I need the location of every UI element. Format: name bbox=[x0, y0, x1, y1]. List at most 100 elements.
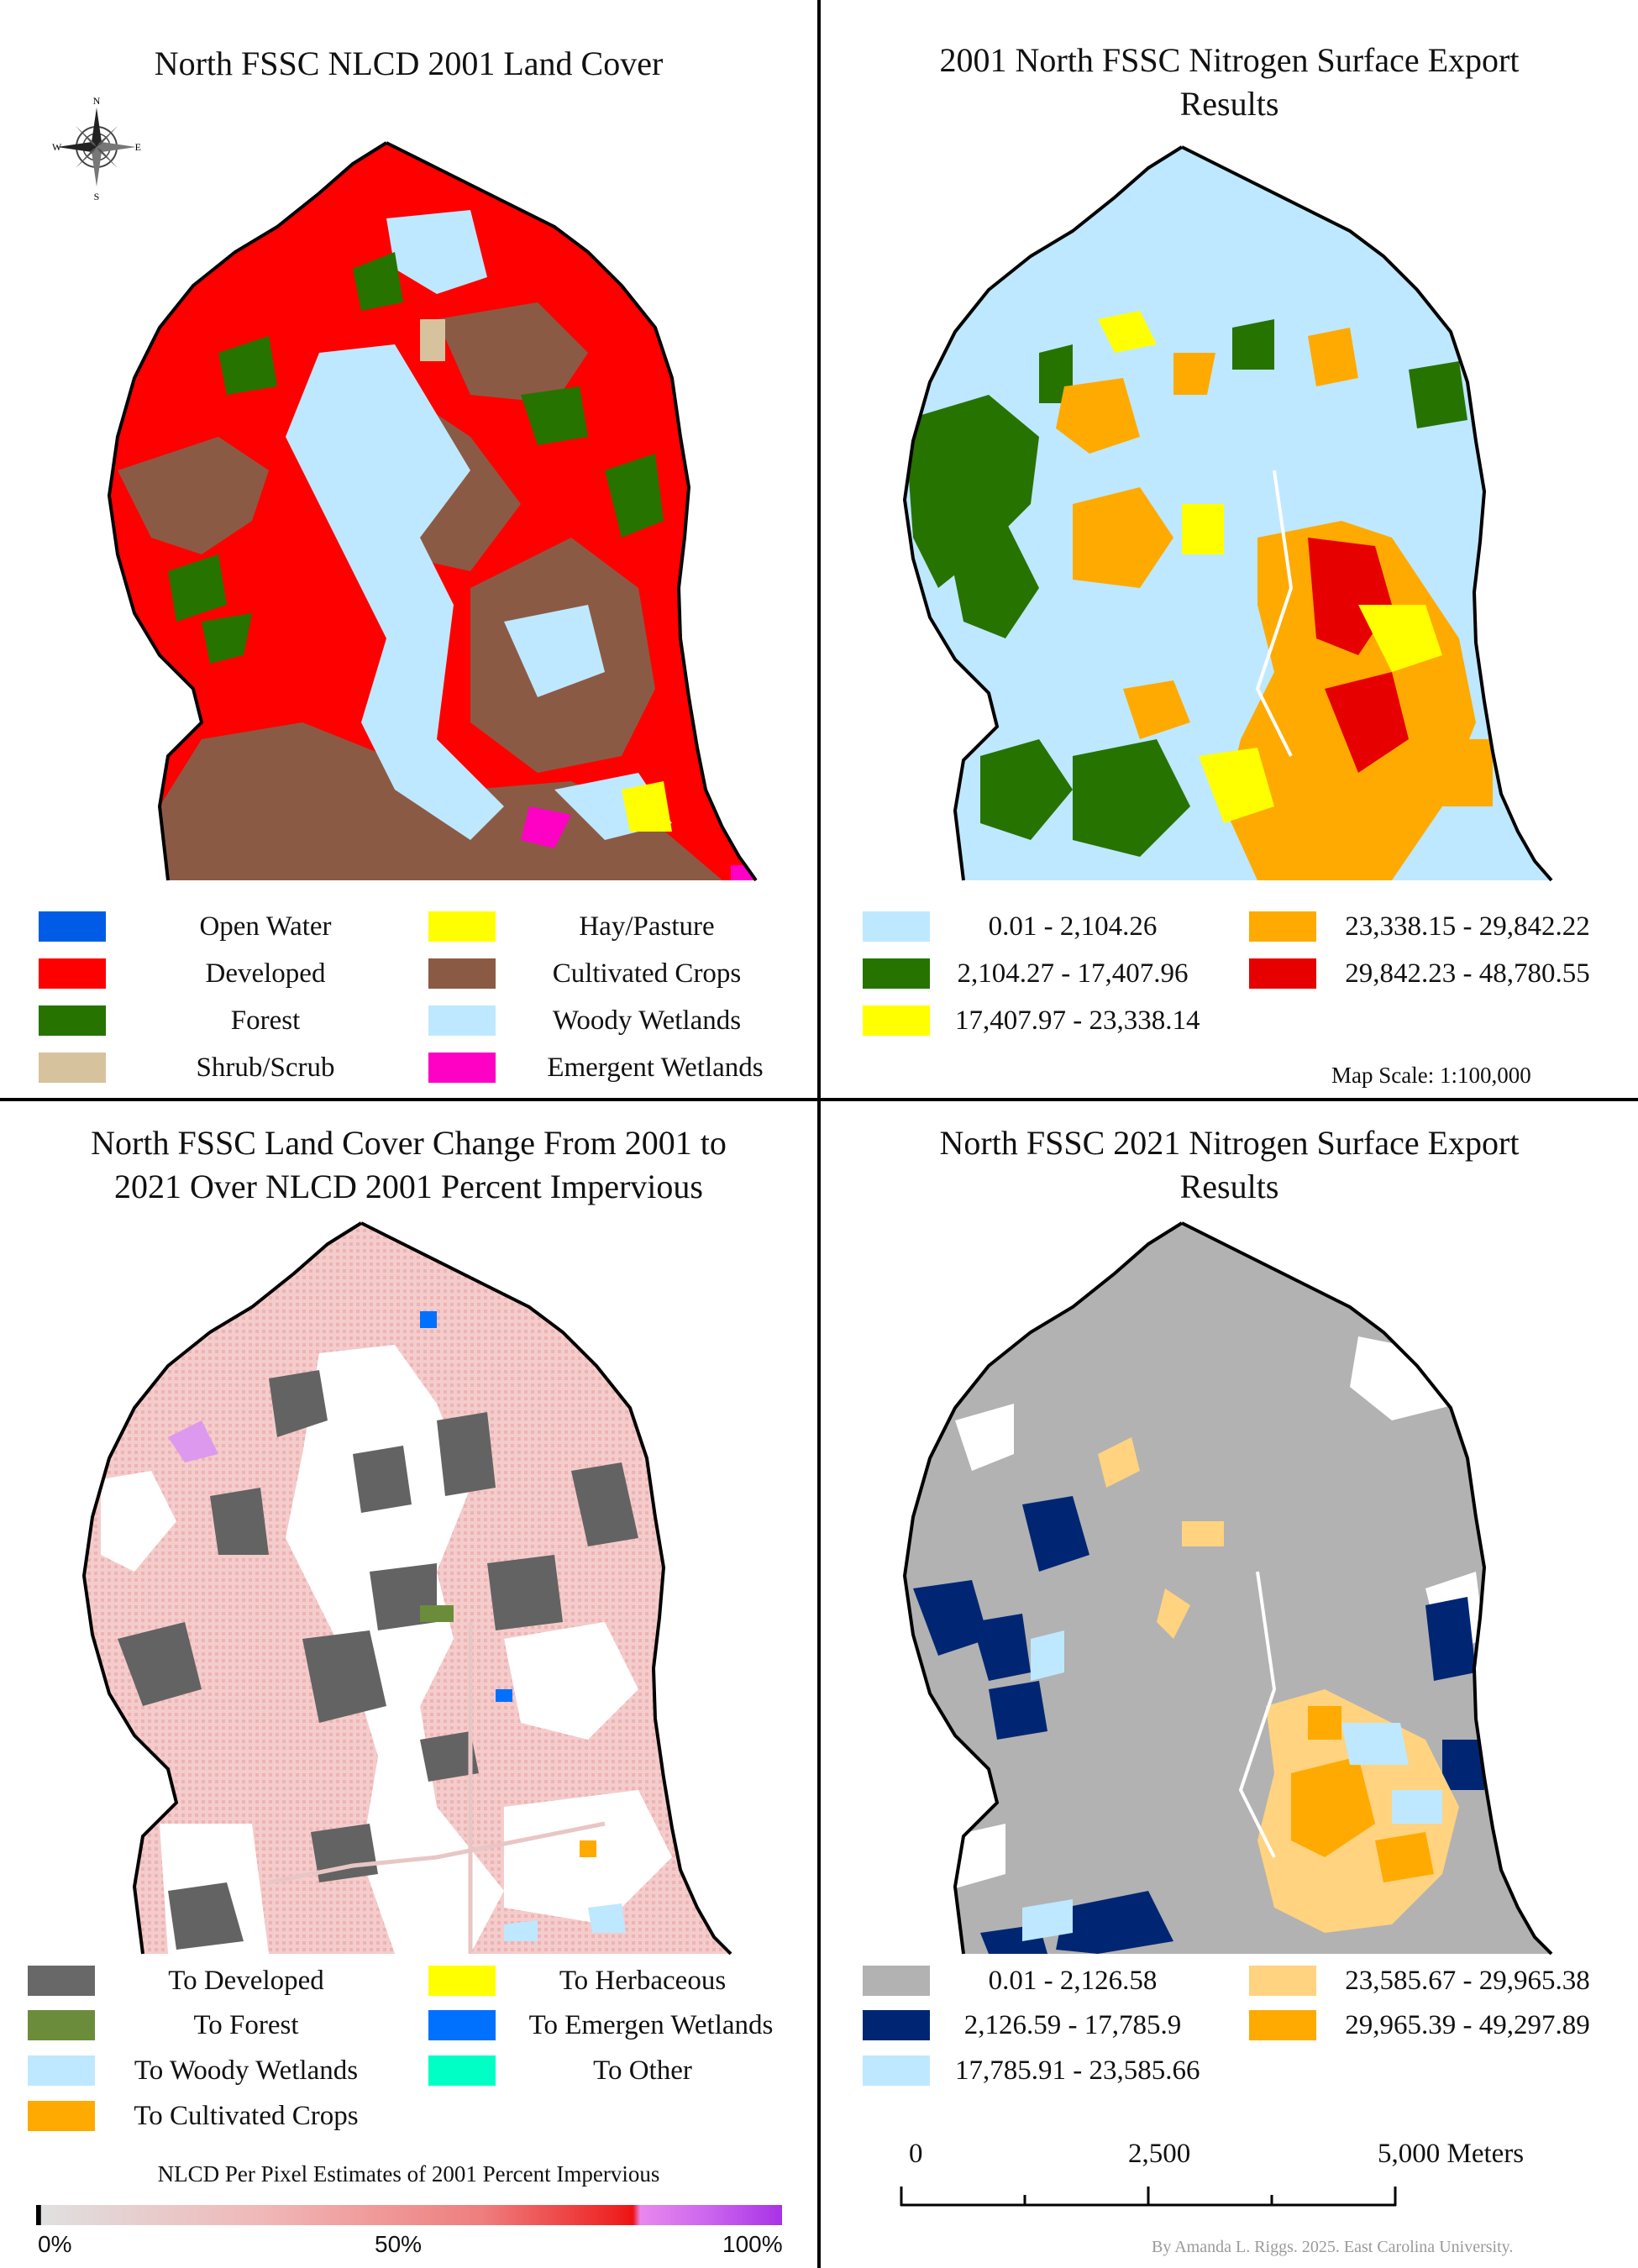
legend-swatch bbox=[28, 2010, 95, 2040]
panel-2001-land-cover: North FSSC NLCD 2001 Land Cover N S E W bbox=[0, 0, 817, 1098]
compass-n: N bbox=[93, 95, 101, 107]
legend-label: Developed bbox=[205, 958, 326, 989]
panel-2021-nitrogen-export: North FSSC 2021 Nitrogen Surface Export … bbox=[821, 1101, 1638, 2268]
legend-label: 23,585.67 - 29,965.38 bbox=[1345, 1966, 1590, 1996]
legend-label: 29,965.39 - 49,297.89 bbox=[1345, 2010, 1590, 2040]
panel-title-line2: Results bbox=[1179, 1168, 1279, 1205]
legend-label: Open Water bbox=[199, 911, 332, 942]
legend-item-open-water: Open Water bbox=[39, 911, 391, 942]
legend-label: Forest bbox=[230, 1005, 301, 1036]
legend-label: To Developed bbox=[168, 1966, 324, 1996]
legend-label: 2,104.27 - 17,407.96 bbox=[957, 958, 1189, 989]
impervious-ramp-title: NLCD Per Pixel Estimates of 2001 Percent… bbox=[157, 2161, 660, 2187]
panel-title: North FSSC Land Cover Change From 2001 t… bbox=[0, 1121, 817, 1209]
legend-item-forest: Forest bbox=[39, 1005, 391, 1036]
land-cover-2001-map bbox=[107, 141, 758, 882]
land-cover-change-map bbox=[81, 1221, 732, 1956]
legend-swatch bbox=[1249, 2010, 1316, 2040]
legend-label: To Other bbox=[593, 2055, 692, 2086]
legend-item-to-woody-wetlands: To Woody Wetlands bbox=[28, 2055, 381, 2086]
legend-label: To Forest bbox=[193, 2010, 299, 2040]
legend-swatch bbox=[428, 2010, 496, 2040]
legend-item-to-herbaceous: To Herbaceous bbox=[428, 1966, 798, 1996]
map-scale-text: Map Scale: 1:100,000 bbox=[1331, 1063, 1531, 1088]
horizontal-divider bbox=[0, 1098, 1638, 1101]
legend-swatch bbox=[863, 1005, 930, 1036]
legend-item-class-2: 2,126.59 - 17,785.9 bbox=[863, 2010, 1215, 2040]
legend-label: 29,842.23 - 48,780.55 bbox=[1345, 958, 1590, 989]
legend-item-woody-wetlands: Woody Wetlands bbox=[428, 1005, 798, 1036]
vertical-divider bbox=[817, 0, 821, 2268]
legend-swatch bbox=[1249, 958, 1316, 989]
legend-item-class-1: 0.01 - 2,104.26 bbox=[863, 911, 1215, 942]
legend-item-class-4: 23,338.15 - 29,842.22 bbox=[1249, 911, 1619, 942]
nitrogen-2021-map bbox=[902, 1221, 1553, 1956]
scalebar bbox=[900, 2187, 1397, 2207]
legend-swatch bbox=[428, 1966, 496, 1996]
legend-item-to-other: To Other bbox=[428, 2055, 798, 2086]
panel-land-cover-change: North FSSC Land Cover Change From 2001 t… bbox=[0, 1101, 817, 2268]
compass-e: E bbox=[135, 141, 141, 153]
legend-item-shrub-scrub: Shrub/Scrub bbox=[39, 1053, 391, 1083]
legend-swatch bbox=[428, 1053, 496, 1083]
legend-swatch bbox=[863, 1966, 930, 1996]
legend-item-class-2: 2,104.27 - 17,407.96 bbox=[863, 958, 1215, 989]
legend-swatch bbox=[39, 911, 106, 942]
panel-title: 2001 North FSSC Nitrogen Surface Export … bbox=[821, 39, 1638, 126]
legend-label: Emergent Wetlands bbox=[547, 1053, 764, 1083]
legend-label: 2,126.59 - 17,785.9 bbox=[963, 2010, 1182, 2040]
legend-swatch bbox=[863, 2055, 930, 2086]
panel-title: North FSSC 2021 Nitrogen Surface Export … bbox=[821, 1121, 1638, 1209]
legend-swatch bbox=[428, 958, 496, 989]
legend-label: Shrub/Scrub bbox=[196, 1053, 335, 1083]
legend-swatch bbox=[863, 2010, 930, 2040]
legend-item-emergent-wetlands: Emergent Wetlands bbox=[428, 1053, 798, 1083]
legend-label: To Herbaceous bbox=[559, 1966, 727, 1996]
panel-title-line1: 2001 North FSSC Nitrogen Surface Export bbox=[939, 41, 1520, 79]
legend-swatch bbox=[39, 1005, 106, 1036]
legend-label: Woody Wetlands bbox=[552, 1005, 742, 1036]
legend-swatch bbox=[39, 1053, 106, 1083]
scalebar-label-mid: 2,500 bbox=[1128, 2139, 1191, 2169]
legend-item-developed: Developed bbox=[39, 958, 391, 989]
compass-s: S bbox=[94, 191, 100, 202]
legend-swatch bbox=[1249, 911, 1316, 942]
legend-swatch bbox=[428, 2055, 496, 2086]
ramp-label-mid: 50% bbox=[375, 2231, 423, 2257]
legend-swatch bbox=[28, 2101, 95, 2131]
legend-label: 0.01 - 2,104.26 bbox=[988, 911, 1158, 942]
legend-item-to-emergent-wetlands: To Emergen Wetlands bbox=[428, 2010, 798, 2040]
scalebar-label-0: 0 bbox=[909, 2139, 923, 2169]
panel-2001-nitrogen-export: 2001 North FSSC Nitrogen Surface Export … bbox=[821, 0, 1638, 1098]
impervious-color-ramp bbox=[36, 2205, 782, 2225]
compass-rose-icon: N S E W bbox=[52, 95, 141, 202]
panel-title-line2: 2021 Over NLCD 2001 Percent Impervious bbox=[114, 1168, 703, 1205]
compass-w: W bbox=[52, 141, 62, 153]
ramp-label-min: 0% bbox=[38, 2231, 72, 2257]
nitrogen-2001-map bbox=[902, 145, 1553, 882]
legend-item-cultivated-crops: Cultivated Crops bbox=[428, 958, 798, 989]
legend-swatch bbox=[1249, 1966, 1316, 1996]
legend-item-hay-pasture: Hay/Pasture bbox=[428, 911, 798, 942]
legend-item-class-3: 17,785.91 - 23,585.66 bbox=[863, 2055, 1215, 2086]
legend-swatch bbox=[28, 2055, 95, 2086]
panel-title-line1: North FSSC Land Cover Change From 2001 t… bbox=[91, 1124, 727, 1162]
legend-label: Hay/Pasture bbox=[579, 911, 715, 942]
credit-text: By Amanda L. Riggs. 2025. East Carolina … bbox=[1152, 2238, 1514, 2256]
ramp-label-max: 100% bbox=[722, 2231, 783, 2257]
panel-title: North FSSC NLCD 2001 Land Cover bbox=[154, 45, 664, 82]
legend-label: 17,407.97 - 23,338.14 bbox=[955, 1005, 1200, 1036]
legend-label: To Emergen Wetlands bbox=[528, 2010, 774, 2040]
legend-item-to-forest: To Forest bbox=[28, 2010, 381, 2040]
legend-swatch bbox=[428, 1005, 496, 1036]
legend-label: 23,338.15 - 29,842.22 bbox=[1345, 911, 1590, 942]
legend-label: 17,785.91 - 23,585.66 bbox=[955, 2055, 1200, 2086]
panel-title-line1: North FSSC 2021 Nitrogen Surface Export bbox=[939, 1124, 1520, 1162]
legend-item-class-5: 29,965.39 - 49,297.89 bbox=[1249, 2010, 1619, 2040]
scalebar-label-end: 5,000 Meters bbox=[1378, 2139, 1525, 2169]
legend-item-class-3: 17,407.97 - 23,338.14 bbox=[863, 1005, 1215, 1036]
legend-item-class-1: 0.01 - 2,126.58 bbox=[863, 1966, 1215, 1996]
legend-label: Cultivated Crops bbox=[552, 958, 742, 989]
legend-swatch bbox=[863, 958, 930, 989]
legend-item-class-5: 29,842.23 - 48,780.55 bbox=[1249, 958, 1619, 989]
